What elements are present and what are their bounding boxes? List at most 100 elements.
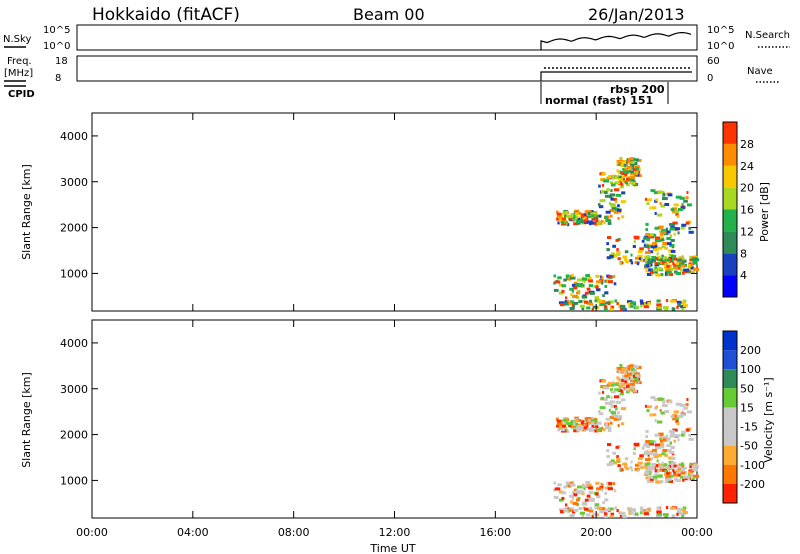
velocity-cell bbox=[615, 445, 619, 449]
velocity-cell bbox=[610, 459, 615, 463]
velocity-cell bbox=[554, 487, 561, 491]
velocity-cell bbox=[664, 465, 670, 469]
power-cell bbox=[661, 197, 668, 201]
power-cell bbox=[670, 249, 676, 253]
velocity-cell bbox=[621, 390, 624, 394]
velocity-cell bbox=[564, 421, 567, 425]
power-cell bbox=[633, 157, 636, 161]
velocity-cell bbox=[671, 514, 675, 518]
power-cell bbox=[635, 167, 639, 171]
power-cell bbox=[605, 301, 611, 305]
velocity-cell bbox=[629, 364, 634, 368]
power-cell bbox=[657, 267, 663, 271]
power-cell bbox=[571, 289, 574, 293]
freq-unit-label: [MHz] bbox=[4, 68, 33, 79]
power-cell bbox=[653, 268, 658, 272]
power-colorbar-tick: 4 bbox=[740, 269, 747, 282]
power-cell bbox=[582, 283, 585, 287]
power-cell bbox=[684, 263, 687, 267]
power-cell bbox=[621, 191, 626, 195]
velocity-cell bbox=[603, 397, 608, 401]
power-cell bbox=[688, 230, 694, 234]
power-cell bbox=[600, 189, 604, 193]
velocity-cell bbox=[619, 514, 623, 518]
velocity-cell bbox=[655, 464, 659, 468]
velocity-cell bbox=[601, 488, 604, 492]
velocity-cell bbox=[680, 471, 686, 475]
power-cell bbox=[610, 305, 615, 309]
power-cell bbox=[673, 263, 680, 267]
velocity-cell bbox=[617, 464, 621, 468]
velocity-cell bbox=[673, 473, 679, 477]
power-cell bbox=[649, 233, 656, 237]
power-cell bbox=[647, 233, 652, 237]
velocity-cell bbox=[654, 433, 660, 437]
nave-tick-top: 60 bbox=[707, 56, 720, 67]
power-cell bbox=[603, 179, 610, 183]
velocity-cell bbox=[661, 404, 668, 408]
velocity-cell bbox=[604, 514, 608, 518]
power-cell bbox=[693, 267, 700, 271]
power-cell bbox=[662, 192, 666, 196]
power-cell bbox=[688, 226, 692, 230]
velocity-cell bbox=[606, 481, 611, 485]
power-cell bbox=[673, 232, 676, 236]
velocity-cell bbox=[654, 473, 658, 477]
power-cell bbox=[690, 266, 695, 270]
velocity-cell bbox=[586, 417, 592, 421]
power-cell bbox=[654, 236, 661, 240]
power-cell bbox=[657, 255, 661, 259]
velocity-cell bbox=[597, 506, 603, 510]
power-cell bbox=[611, 176, 615, 180]
velocity-cell bbox=[676, 512, 679, 516]
power-cell bbox=[646, 198, 652, 202]
power-cell bbox=[580, 220, 584, 224]
velocity-cell bbox=[556, 422, 562, 426]
velocity-cell bbox=[661, 452, 666, 456]
velocity-cell bbox=[627, 382, 633, 386]
power-cell bbox=[588, 279, 593, 283]
power-cell bbox=[576, 278, 583, 282]
velocity-cell bbox=[683, 475, 689, 479]
velocity-cell bbox=[605, 417, 611, 421]
velocity-cell bbox=[664, 453, 668, 457]
power-cell bbox=[628, 304, 633, 308]
power-cell bbox=[614, 176, 619, 180]
power-cell bbox=[629, 178, 633, 182]
velocity-cell bbox=[606, 449, 609, 453]
velocity-cell bbox=[598, 412, 604, 416]
velocity-cell bbox=[609, 388, 613, 392]
velocity-cell bbox=[656, 506, 660, 510]
power-cell bbox=[681, 255, 684, 259]
velocity-cell bbox=[650, 470, 653, 474]
velocity-colorbar-segment bbox=[723, 445, 737, 465]
velocity-cell bbox=[565, 484, 569, 488]
velocity-cell bbox=[667, 480, 670, 484]
power-cell bbox=[681, 301, 686, 305]
velocity-cell bbox=[644, 463, 650, 467]
velocity-cell bbox=[591, 428, 597, 432]
power-cell bbox=[666, 264, 670, 268]
velocity-cell bbox=[601, 390, 605, 394]
power-cell bbox=[591, 214, 595, 218]
power-cell bbox=[610, 197, 614, 201]
power-cell bbox=[614, 299, 618, 303]
velocity-cell bbox=[653, 398, 658, 402]
power-cell bbox=[669, 267, 674, 271]
velocity-cell bbox=[680, 413, 686, 417]
velocity-cell bbox=[609, 421, 613, 425]
velocity-cell bbox=[555, 417, 559, 421]
power-cell bbox=[626, 300, 633, 304]
velocity-cell bbox=[690, 473, 695, 477]
velocity-cell bbox=[653, 455, 659, 459]
power-cell bbox=[614, 200, 618, 204]
velocity-cell bbox=[574, 422, 579, 426]
power-cell bbox=[632, 168, 637, 172]
velocity-cell bbox=[568, 422, 574, 426]
power-colorbar-segment bbox=[723, 253, 737, 276]
power-cell bbox=[581, 221, 587, 225]
velocity-cell bbox=[646, 471, 650, 475]
power-cell bbox=[567, 302, 570, 306]
velocity-colorbar-segment bbox=[723, 350, 737, 370]
power-cell bbox=[618, 159, 624, 163]
